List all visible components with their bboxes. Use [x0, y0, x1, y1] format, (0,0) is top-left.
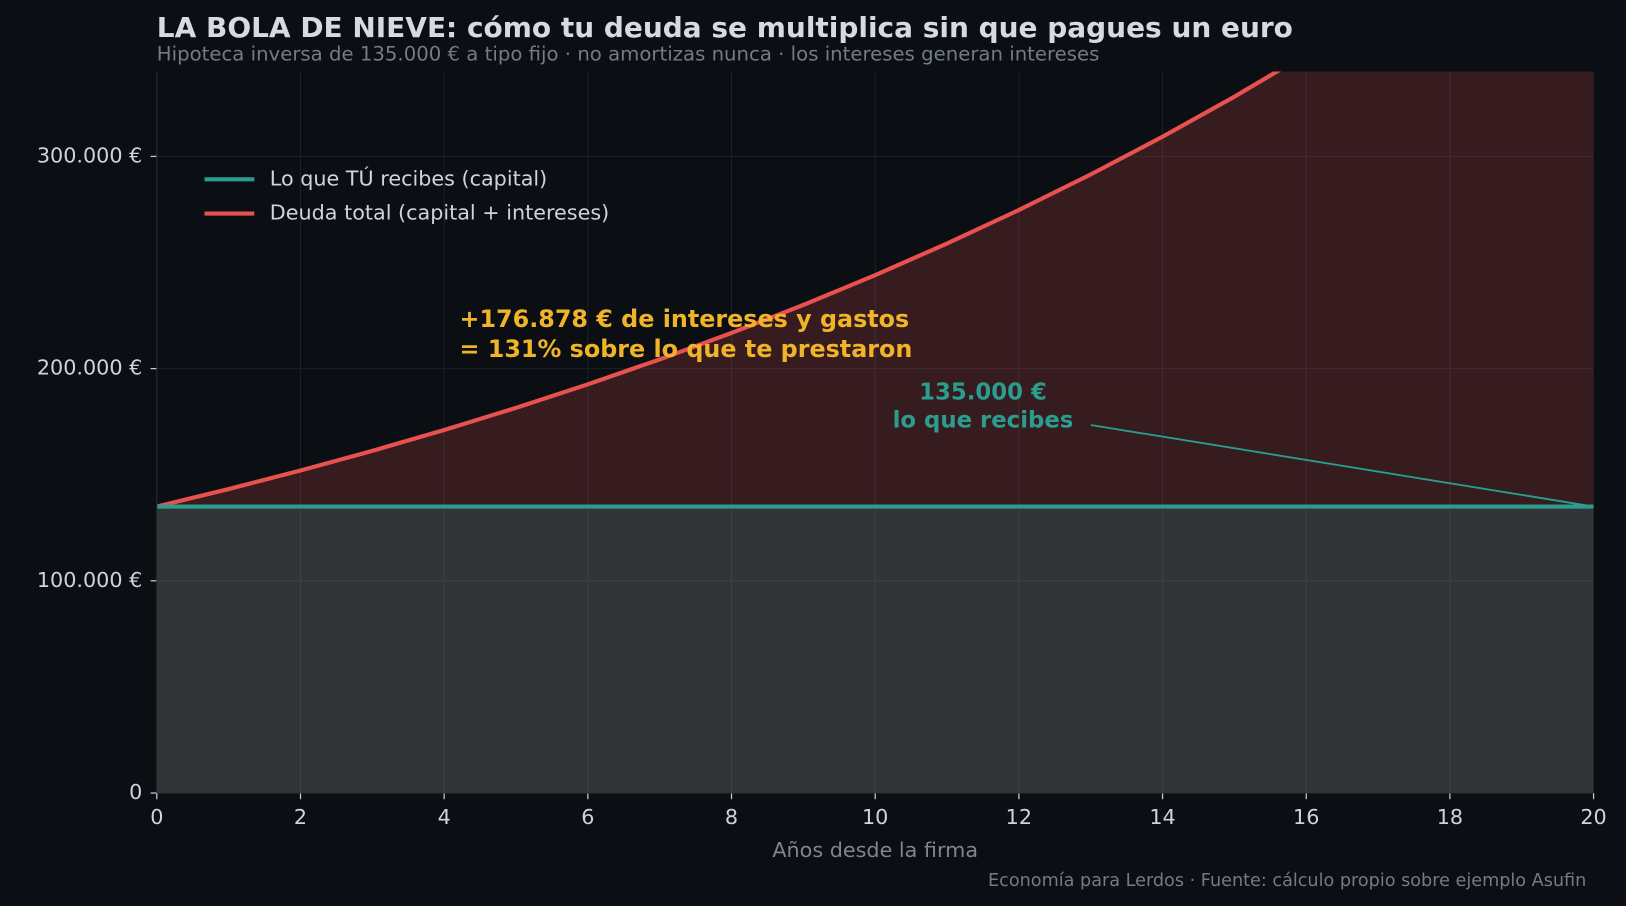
- annotation: lo que recibes: [893, 407, 1074, 433]
- x-tick-label: 10: [862, 805, 888, 829]
- x-tick-label: 6: [581, 805, 594, 829]
- x-tick-label: 2: [294, 805, 307, 829]
- x-tick-label: 18: [1437, 805, 1463, 829]
- x-tick-label: 14: [1149, 805, 1175, 829]
- legend-label: Deuda total (capital + intereses): [270, 201, 609, 225]
- x-tick-label: 16: [1293, 805, 1319, 829]
- x-axis-label: Años desde la firma: [772, 838, 978, 862]
- chart-subtitle: Hipoteca inversa de 135.000 € a tipo fij…: [157, 42, 1100, 65]
- y-tick-label: 200.000 €: [37, 356, 142, 380]
- x-tick-label: 4: [438, 805, 451, 829]
- y-tick-label: 0: [129, 780, 142, 804]
- legend-label: Lo que TÚ recibes (capital): [270, 165, 547, 190]
- series-line: [156, 71, 1282, 509]
- y-tick-label: 100.000 €: [37, 568, 142, 592]
- plot-area: [156, 71, 1594, 794]
- annotation-arrow: [1090, 424, 1594, 508]
- annotation: = 131% sobre lo que te prestaron: [460, 335, 913, 363]
- area-fill: [156, 506, 1594, 794]
- area-fill: [156, 71, 1594, 794]
- x-tick-label: 12: [1006, 805, 1032, 829]
- chart-title: LA BOLA DE NIEVE: cómo tu deuda se multi…: [157, 11, 1293, 44]
- annotation: 135.000 €: [919, 379, 1047, 405]
- y-tick-label: 300.000 €: [37, 143, 142, 167]
- x-tick-label: 0: [150, 805, 163, 829]
- x-tick-label: 20: [1580, 805, 1606, 829]
- x-tick-label: 8: [725, 805, 738, 829]
- annotation: +176.878 € de intereses y gastos: [460, 305, 910, 333]
- source-note: Economía para Lerdos · Fuente: cálculo p…: [988, 871, 1586, 891]
